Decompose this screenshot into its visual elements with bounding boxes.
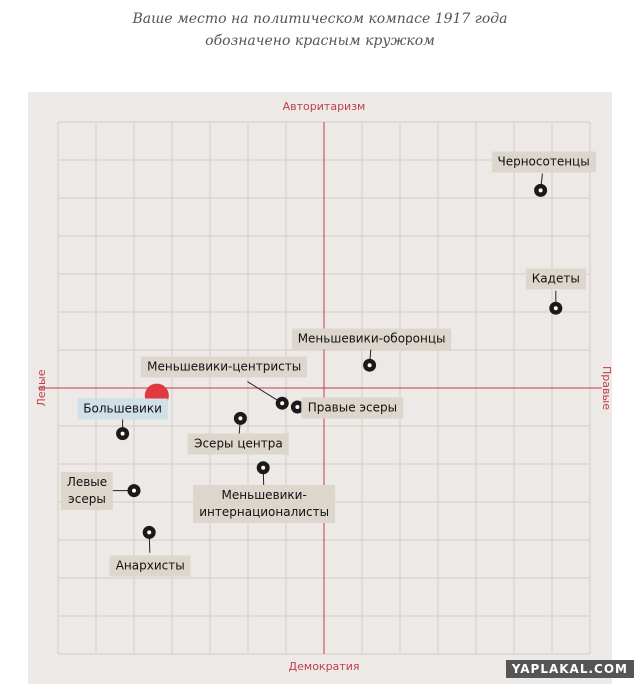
point-center (538, 188, 543, 193)
point-center (147, 530, 152, 535)
point-label: Меньшевики-центристы (141, 356, 308, 378)
point-label: Правые эсеры (301, 397, 404, 419)
point-label: Большевики (77, 398, 168, 420)
point-label: Левые эсеры (60, 471, 114, 510)
point-center (120, 431, 125, 436)
point-label: Меньшевики- интернационалисты (193, 484, 336, 523)
point-center (238, 416, 243, 421)
axis-bottom-label: Демократия (289, 660, 360, 673)
point-center (280, 401, 285, 406)
axis-top-label: Авторитаризм (283, 100, 366, 113)
axis-right-label: Правые (600, 366, 613, 410)
leader-line (247, 381, 283, 404)
watermark: YAPLAKAL.COM (505, 660, 634, 678)
point-label: Черносотенцы (491, 151, 596, 173)
point-center (295, 405, 300, 409)
point-center (553, 306, 558, 311)
point-center (367, 363, 372, 368)
point-label: Кадеты (525, 268, 586, 290)
point-label: Анархисты (109, 555, 191, 577)
point-label: Меньшевики-оборонцы (291, 328, 452, 350)
point-center (132, 488, 136, 493)
point-label: Эсеры центра (188, 433, 289, 455)
title: Ваше место на политическом компасе 1917 … (132, 11, 508, 49)
point-center (261, 465, 266, 470)
